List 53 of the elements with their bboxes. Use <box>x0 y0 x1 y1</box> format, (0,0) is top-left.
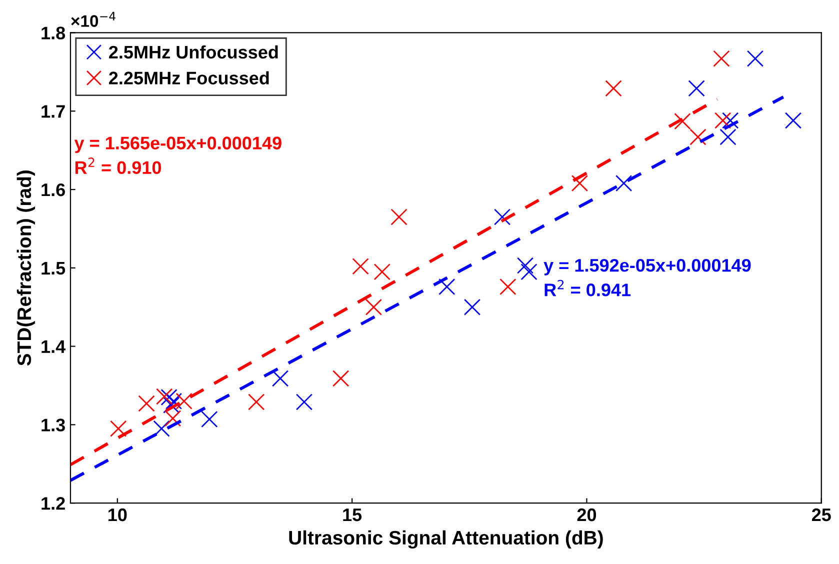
x-axis-title: Ultrasonic Signal Attenuation (dB) <box>289 530 603 549</box>
point <box>746 50 764 67</box>
point <box>615 174 632 192</box>
point <box>153 420 170 437</box>
point <box>714 112 732 129</box>
point <box>571 174 588 192</box>
point <box>390 208 408 226</box>
y-tick-label: 1.4 <box>42 340 66 353</box>
point <box>138 395 155 412</box>
point <box>176 392 192 410</box>
legend-label: 2.5MHz Unfocussed <box>109 45 278 59</box>
point <box>365 298 382 316</box>
point <box>520 263 538 280</box>
point <box>690 128 706 146</box>
point <box>713 50 730 67</box>
point <box>160 388 178 406</box>
point <box>516 257 534 274</box>
point <box>688 80 705 97</box>
point <box>248 394 265 410</box>
point <box>164 410 182 427</box>
point <box>296 394 313 410</box>
legend-label: 2.25MHz Focussed <box>109 71 269 84</box>
y-tick-label: 1.2 <box>42 497 65 510</box>
point <box>438 278 456 296</box>
x-tick-label: 20 <box>577 508 596 522</box>
x-tick-label: 15 <box>343 508 362 522</box>
point <box>784 112 802 129</box>
x-tick-label: 10 <box>108 508 127 522</box>
point <box>163 396 180 414</box>
point <box>720 128 736 146</box>
point <box>332 370 350 387</box>
y-tick-label: 1.7 <box>42 105 65 118</box>
annotation: y = 1.592e-05x+0.000149 R$^{2}$ = 0.941 <box>544 258 751 296</box>
point <box>374 263 390 280</box>
y-tick-label: 1.6 <box>42 183 65 196</box>
point <box>156 388 173 405</box>
point <box>110 420 127 437</box>
x-tick-label: 25 <box>812 508 831 522</box>
annotation: y = 1.565e-05x+0.000149 R$^{2}$ = 0.910 <box>74 136 282 174</box>
point <box>605 80 622 97</box>
y-tick-label: 1.3 <box>42 418 65 432</box>
text: ×10$^{−4}$ <box>71 12 116 27</box>
point <box>352 258 369 275</box>
point <box>500 278 516 296</box>
y-axis-title: STD(Refraction) (rad) <box>16 170 35 366</box>
point <box>674 112 691 130</box>
y-tick-label: 1.8 <box>42 26 66 40</box>
point <box>722 112 739 129</box>
point <box>464 298 481 316</box>
y-tick-label: 1.5 <box>42 262 66 275</box>
point <box>494 208 511 226</box>
point <box>201 410 218 428</box>
point <box>272 370 289 387</box>
